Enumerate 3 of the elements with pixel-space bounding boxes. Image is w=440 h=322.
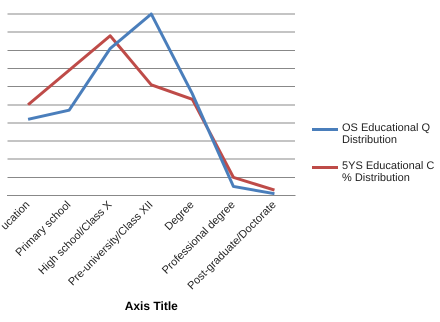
- legend-label: 5YS Educational C % Distribution: [342, 160, 436, 184]
- x-axis-title: Axis Title: [124, 299, 178, 314]
- legend-label: OS Educational Q Distribution: [342, 122, 432, 146]
